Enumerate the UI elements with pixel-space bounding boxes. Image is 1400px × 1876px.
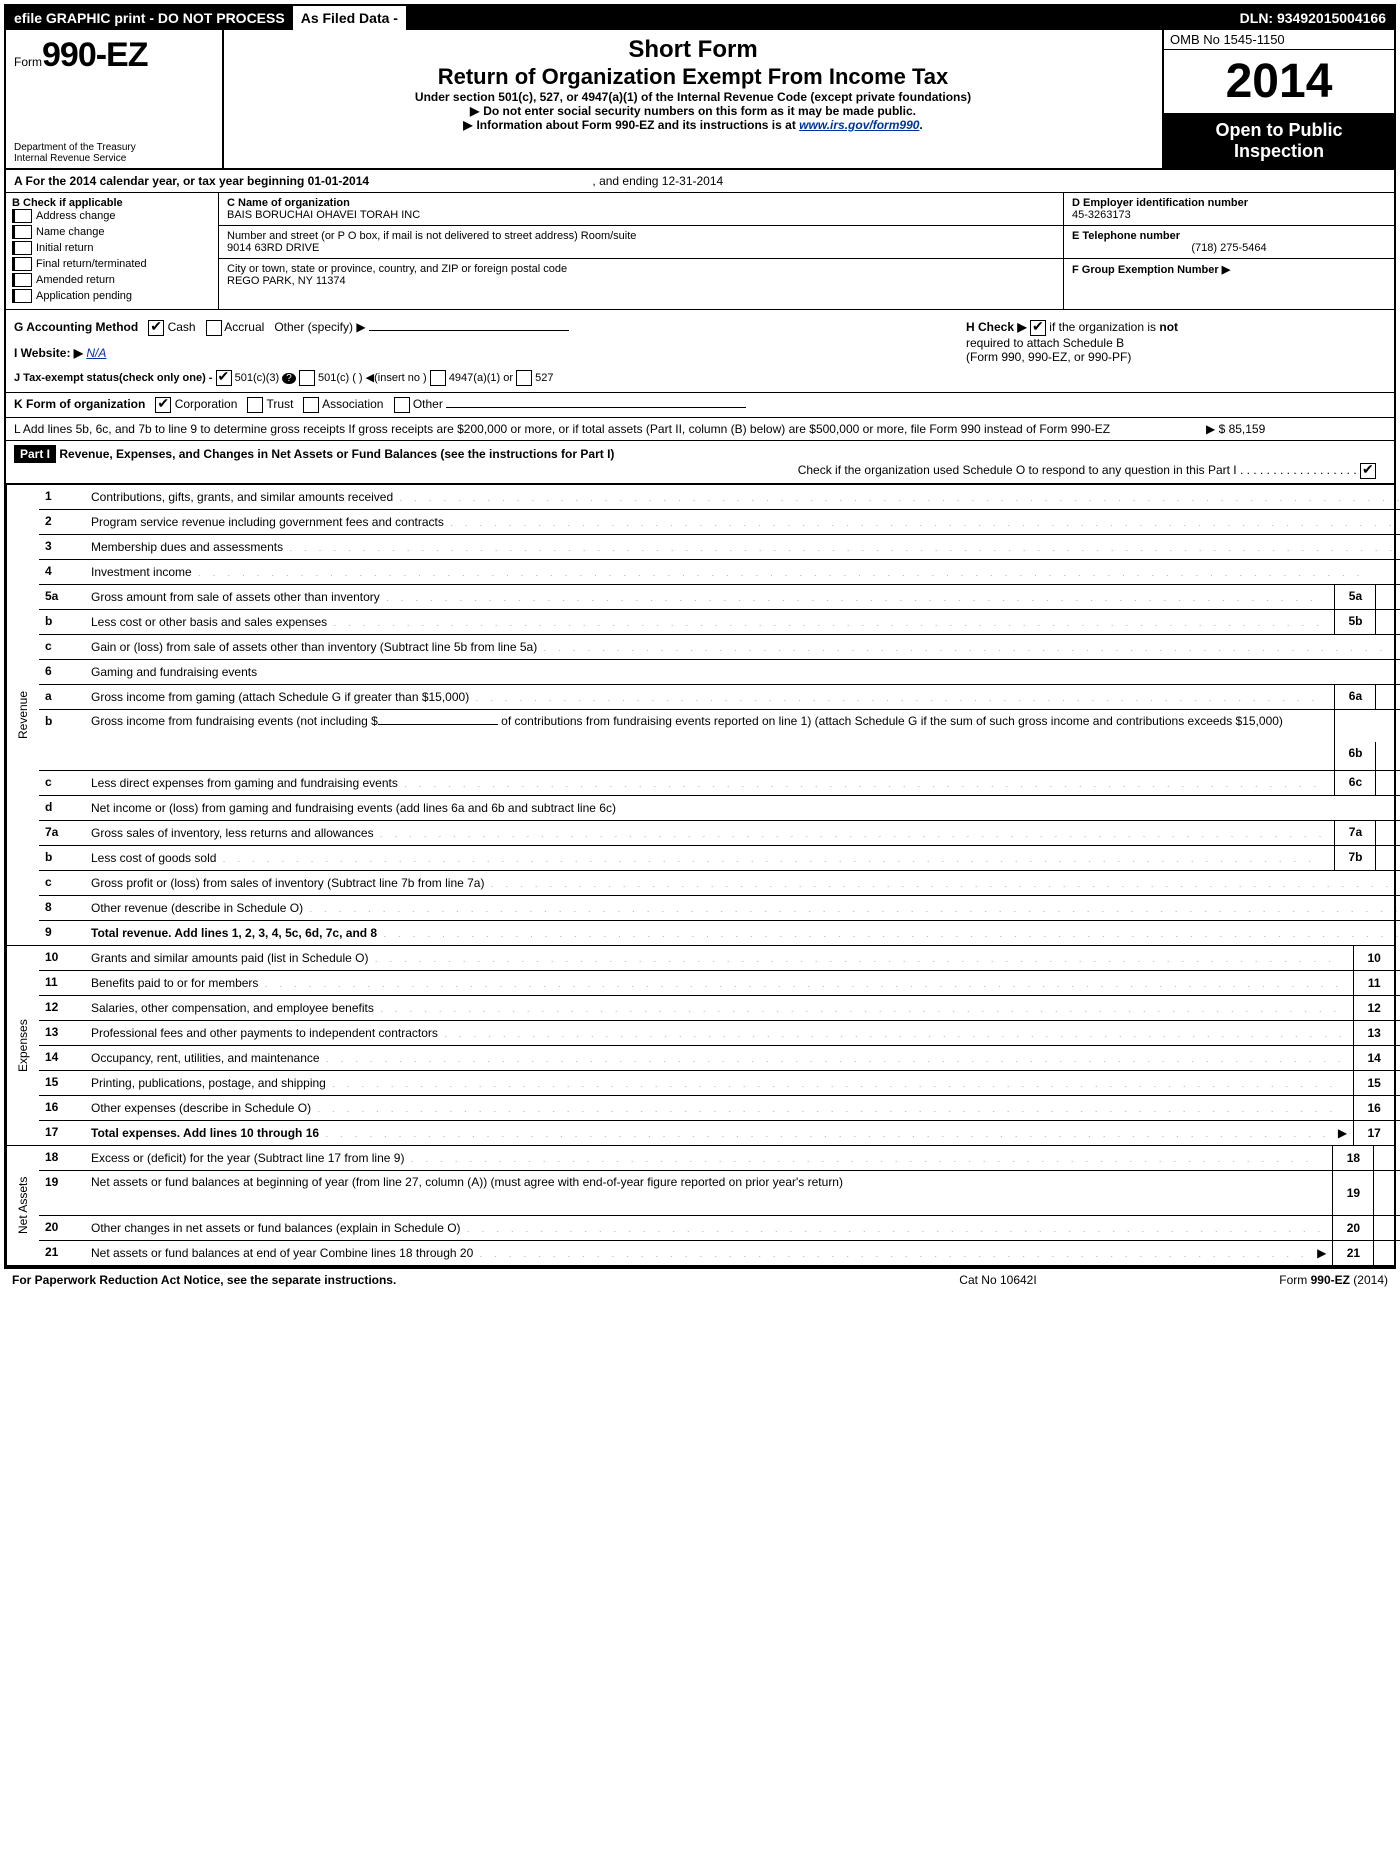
revenue-section: Revenue 1Contributions, gifts, grants, a… <box>6 484 1394 945</box>
website-link[interactable]: N/A <box>86 346 106 360</box>
note-2: Information about Form 990-EZ and its in… <box>232 118 1154 132</box>
efile-label: efile GRAPHIC print - DO NOT PROCESS <box>6 6 293 30</box>
main-title: Return of Organization Exempt From Incom… <box>232 64 1154 90</box>
org-name-cell: C Name of organization BAIS BORUCHAI OHA… <box>219 193 1063 226</box>
phone-cell: E Telephone number (718) 275-5464 <box>1064 226 1394 259</box>
footer: For Paperwork Reduction Act Notice, see … <box>4 1269 1396 1287</box>
header-right: OMB No 1545-1150 2014 Open to Public Ins… <box>1162 30 1394 168</box>
checkbox-assoc[interactable] <box>303 397 319 413</box>
net-assets-label: Net Assets <box>6 1146 39 1265</box>
col-c: C Name of organization BAIS BORUCHAI OHA… <box>219 193 1063 309</box>
checkbox-icon <box>12 289 32 303</box>
net-assets-section: Net Assets 18Excess or (deficit) for the… <box>6 1145 1394 1267</box>
omb-number: OMB No 1545-1150 <box>1164 30 1394 50</box>
form-prefix: Form <box>14 55 42 69</box>
line-h: H Check ▶ if the organization is not req… <box>966 320 1386 386</box>
checkbox-accrual[interactable] <box>206 320 222 336</box>
chk-pending[interactable]: Application pending <box>12 289 212 303</box>
help-icon[interactable]: ? <box>282 373 296 384</box>
city-cell: City or town, state or province, country… <box>219 259 1063 291</box>
section-a: A For the 2014 calendar year, or tax yea… <box>6 170 1394 193</box>
header-center: Short Form Return of Organization Exempt… <box>224 30 1162 168</box>
form-ref: Form 990-EZ (2014) <box>1128 1273 1388 1287</box>
arrow-icon: ▶ <box>1338 1126 1347 1140</box>
checkbox-icon <box>12 241 32 255</box>
line-l: L Add lines 5b, 6c, and 7b to line 9 to … <box>6 418 1394 441</box>
chk-address-change[interactable]: Address change <box>12 209 212 223</box>
mid-block: G Accounting Method Cash Accrual Other (… <box>6 310 1394 393</box>
line-i: I Website: ▶ N/A <box>14 346 966 360</box>
as-filed-label: As Filed Data - <box>293 6 406 30</box>
checkbox-cash[interactable] <box>148 320 164 336</box>
line-g: G Accounting Method Cash Accrual Other (… <box>14 320 966 336</box>
irs-link[interactable]: www.irs.gov/form990 <box>799 118 919 132</box>
note-1: Do not enter social security numbers on … <box>232 104 1154 118</box>
cat-no: Cat No 10642I <box>868 1273 1128 1287</box>
checkbox-4947[interactable] <box>430 370 446 386</box>
top-bar: efile GRAPHIC print - DO NOT PROCESS As … <box>6 6 1394 30</box>
form-container: efile GRAPHIC print - DO NOT PROCESS As … <box>4 4 1396 1269</box>
checkbox-corp[interactable] <box>155 397 171 413</box>
col-b: B Check if applicable Address change Nam… <box>6 193 219 309</box>
expenses-label: Expenses <box>6 946 39 1145</box>
checkbox-501c[interactable] <box>299 370 315 386</box>
part-1-header: Part I Revenue, Expenses, and Changes in… <box>6 441 1394 484</box>
checkbox-527[interactable] <box>516 370 532 386</box>
open-public: Open to Public Inspection <box>1164 114 1394 168</box>
chk-name-change[interactable]: Name change <box>12 225 212 239</box>
checkbox-sched-o[interactable] <box>1360 463 1376 479</box>
revenue-label: Revenue <box>6 485 39 945</box>
col-d: D Employer identification number 45-3263… <box>1063 193 1394 309</box>
chk-amended[interactable]: Amended return <box>12 273 212 287</box>
paperwork-notice: For Paperwork Reduction Act Notice, see … <box>12 1273 868 1287</box>
checkbox-icon <box>12 273 32 287</box>
checkbox-trust[interactable] <box>247 397 263 413</box>
checkbox-icon <box>12 225 32 239</box>
arrow-icon: ▶ <box>1317 1246 1326 1260</box>
checkbox-icon <box>12 209 32 223</box>
header-row: Form990-EZ Department of the Treasury In… <box>6 30 1394 170</box>
chk-final[interactable]: Final return/terminated <box>12 257 212 271</box>
subtitle: Under section 501(c), 527, or 4947(a)(1)… <box>232 90 1154 104</box>
line-j: J Tax-exempt status(check only one) - 50… <box>14 370 966 386</box>
header-left: Form990-EZ Department of the Treasury In… <box>6 30 224 168</box>
expenses-section: Expenses 10Grants and similar amounts pa… <box>6 945 1394 1145</box>
ein-cell: D Employer identification number 45-3263… <box>1064 193 1394 226</box>
checkbox-other[interactable] <box>394 397 410 413</box>
dln-label: DLN: 93492015004166 <box>1232 6 1394 30</box>
short-form-title: Short Form <box>232 36 1154 64</box>
part-1-label: Part I <box>14 445 56 463</box>
checkbox-501c3[interactable] <box>216 370 232 386</box>
form-number: 990-EZ <box>42 36 148 74</box>
row-b-to-f: B Check if applicable Address change Nam… <box>6 193 1394 310</box>
chk-initial-return[interactable]: Initial return <box>12 241 212 255</box>
checkbox-icon <box>12 257 32 271</box>
line-k: K Form of organization Corporation Trust… <box>6 393 1394 418</box>
checkbox-h[interactable] <box>1030 320 1046 336</box>
group-exempt-cell: F Group Exemption Number ▶ <box>1064 259 1394 280</box>
tax-year: 2014 <box>1164 50 1394 114</box>
dept-lines: Department of the Treasury Internal Reve… <box>14 142 136 164</box>
address-cell: Number and street (or P O box, if mail i… <box>219 226 1063 259</box>
